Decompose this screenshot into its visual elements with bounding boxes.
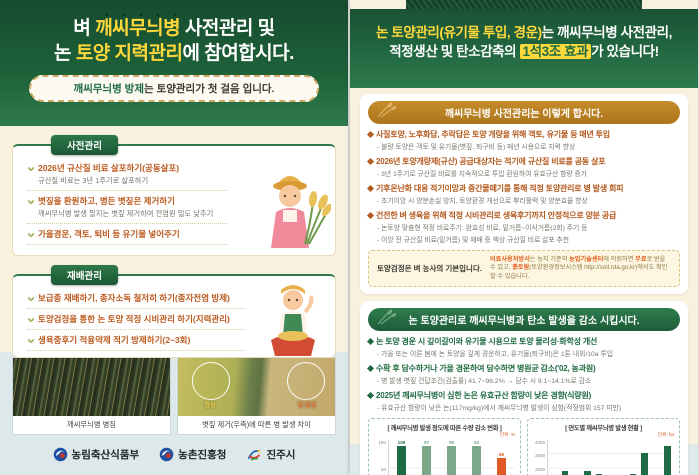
gov-logo-icon — [159, 447, 174, 462]
list-item: 가을경운, 객토, 퇴비 등 유기물 넣어주기 — [27, 224, 227, 245]
field-comparison-photo: 정상 병 발생 볏짚 제거(우측)에 따른 병 발생 차이 — [177, 357, 336, 435]
farmer-woman-illustration — [271, 176, 331, 248]
sprout-icon — [27, 339, 35, 344]
sprout-icon — [27, 200, 35, 205]
diamond-bullet-icon — [366, 391, 375, 399]
pre-management-card: 사전관리 2026년 규산질 비료 살포하기(공동살포) 규산질 비료는 3년 … — [12, 135, 336, 256]
left-header: ••••• 벼 깨씨무늬병 사전관리 및 논 토양 지력관리에 참여합시다. 깨… — [0, 0, 348, 126]
diamond-bullet-icon — [366, 364, 375, 372]
soil-test-info-box: 토양검정은 벼 농사의 기본입니다. 비료사용처방서는 농지 기준의 농업기술센… — [368, 249, 680, 287]
jinju-logo-icon — [248, 449, 261, 460]
normal-label: 정상 — [204, 403, 216, 409]
sprout-icon — [27, 318, 35, 323]
photo-caption: 깨씨무늬병 병징 — [13, 416, 170, 434]
left-body: 사전관리 2026년 규산질 비료 살포하기(공동살포) 규산질 비료는 3년 … — [0, 126, 348, 358]
yield-loss-chart-plot: 1005001000(무발생)975(소)9525(중)9450(다)6980(… — [373, 440, 516, 475]
sprout-icon — [27, 297, 35, 302]
green-banner: 논 토양관리로 깨씨무늬병과 탄소 발생을 감소 시킵시다. — [368, 308, 680, 331]
yield-loss-chart: [ 깨씨무늬병 발생 정도에 따른 수량 감소 변화 ] 단위: % 100 50… — [368, 418, 521, 475]
bullet-item: 기후온난화 대응 적기이앙과 중간물떼기를 통해 적정 토양관리로 병 발생 회… — [366, 183, 680, 205]
bullet-item: 사질토양, 노후화답, 추락답은 토양 개량을 위해 객토, 유기물 등 매년 … — [366, 129, 680, 151]
subtitle-pill: 깨씨무늬병 방제는 토양관리가 첫 걸음 입니다. — [29, 75, 319, 102]
soil-management-card: 논 토양관리로 깨씨무늬병과 탄소 발생을 감소 시킵시다. 논 토양 경운 시… — [360, 301, 688, 475]
field-comparison-image: 정상 병 발생 — [178, 358, 335, 416]
pre-management-info-card: 깨씨무늬병 사전관리는 이렇게 합시다. 사질토양, 노후화답, 추락답은 토양… — [360, 94, 688, 294]
diamond-bullet-icon — [366, 157, 375, 165]
disease-symptom-image — [13, 358, 170, 416]
disease-symptom-photo: 깨씨무늬병 병징 — [12, 357, 171, 435]
disease-area-circle — [287, 362, 325, 400]
photo-row: 깨씨무늬병 병징 정상 병 발생 볏짚 제거(우측)에 따른 병 발생 차이 — [12, 357, 336, 435]
chart-row: [ 깨씨무늬병 발생 정도에 따른 수량 감소 변화 ] 단위: % 100 50… — [368, 418, 680, 475]
diamond-bullet-icon — [366, 130, 375, 138]
left-footer: 농림축산식품부 농촌진흥청 진주시 — [12, 435, 336, 462]
diamond-bullet-icon — [366, 184, 375, 192]
bullet-item: 논 토양 경운 시 깊이갈이와 유기물 시용으로 토양 물리성·화학성 개선 -… — [366, 336, 680, 358]
title-accent-dots: ••••• — [105, 10, 191, 20]
bullet-item: 2026년 토양개량제(규산) 공급대상자는 적기에 규산질 비료를 공동 살포… — [366, 156, 680, 178]
left-title-line1: 벼 깨씨무늬병 사전관리 및 — [73, 18, 275, 39]
bullet-item: 2025년 깨씨무늬병이 심한 논은 유효규산 함량이 낮은 경향(식량원) -… — [366, 390, 680, 412]
normal-area-circle — [192, 362, 230, 400]
diamond-bullet-icon — [366, 337, 375, 345]
list-item: 생육중후기 적용약제 적기 방제하기(2~3회) — [27, 330, 245, 351]
right-title-line1: 논 토양관리(유기물 투입, 경운)는 깨씨무늬병 사전관리, — [375, 25, 673, 40]
org-mafra: 농림축산식품부 — [53, 447, 139, 462]
left-bottom-section: 깨씨무늬병 병징 정상 병 발생 볏짚 제거(우측)에 따른 병 발생 차이 농… — [0, 352, 348, 475]
bullet-item: 건전한 벼 생육을 위해 적정 시비관리로 생육후기까지 안정적으로 양분 공급… — [366, 210, 680, 244]
list-item: 토양검정을 통한 논 토양 적정 시비관리 하기(지력관리) — [27, 309, 245, 330]
right-body: 깨씨무늬병 사전관리는 이렇게 합시다. 사질토양, 노후화답, 추락답은 토양… — [350, 88, 698, 475]
right-title-line2: 적정생산 및 탄소감축의 1석3조 효과 가 있습니다! — [389, 44, 659, 59]
gov-logo-icon — [53, 447, 67, 462]
right-header: 논 토양관리(유기물 투입, 경운)는 깨씨무늬병 사전관리, 적정생산 및 탄… — [350, 9, 698, 88]
sprout-icon — [27, 233, 35, 238]
farmer-man-illustration — [271, 285, 315, 356]
left-title-line2: 논 토양 지력관리에 참여합시다. — [54, 43, 294, 64]
pre-management-tab: 사전관리 — [51, 135, 118, 155]
gold-banner: 깨씨무늬병 사전관리는 이렇게 합시다. — [368, 101, 680, 124]
wheat-icon — [377, 102, 397, 118]
yearly-occurrence-chart: [ 연도별 깨씨무늬병 발생 현황 ] 단위: ha 4000300020001… — [527, 418, 680, 475]
list-item: 볏짚을 환원하고, 병든 볏짚은 제거하기 깨씨무늬병 발생 필지는 볏짚 제거… — [27, 191, 227, 224]
bullet-item: 수확 후 담수하거나 가을 경운하여 담수하면 병원균 감소('02, 농과원)… — [366, 363, 680, 385]
disease-label: 병 발생 — [297, 403, 317, 409]
photo-caption: 볏짚 제거(우측)에 따른 병 발생 차이 — [178, 416, 335, 434]
org-jinju: 진주시 — [246, 447, 295, 462]
right-poster: 논 토양관리(유기물 투입, 경운)는 깨씨무늬병 사전관리, 적정생산 및 탄… — [350, 0, 698, 475]
header-texture-stripe — [405, 0, 643, 9]
left-poster: ••••• 벼 깨씨무늬병 사전관리 및 논 토양 지력관리에 참여합시다. 깨… — [0, 0, 348, 475]
org-rda: 농촌진흥청 — [159, 447, 226, 462]
list-item: 보급종 재배하기, 종자소독 철저히 하기(종자전염 방제) — [27, 288, 245, 309]
wheat-icon — [377, 309, 397, 325]
cultivation-tab: 재배관리 — [51, 265, 118, 285]
cultivation-card: 재배관리 보급종 재배하기, 종자소독 철저히 하기(종자전염 방제) 토양검정… — [12, 265, 336, 358]
diamond-bullet-icon — [366, 211, 375, 219]
list-item: 2026년 규산질 비료 살포하기(공동살포) 규산질 비료는 3년 1주기로 … — [27, 158, 227, 191]
left-title: 벼 깨씨무늬병 사전관리 및 논 토양 지력관리에 참여합시다. — [0, 16, 348, 66]
yearly-occurrence-chart-plot: 4000300020001000020152016201720182019202… — [532, 440, 675, 475]
sprout-icon — [27, 167, 35, 172]
